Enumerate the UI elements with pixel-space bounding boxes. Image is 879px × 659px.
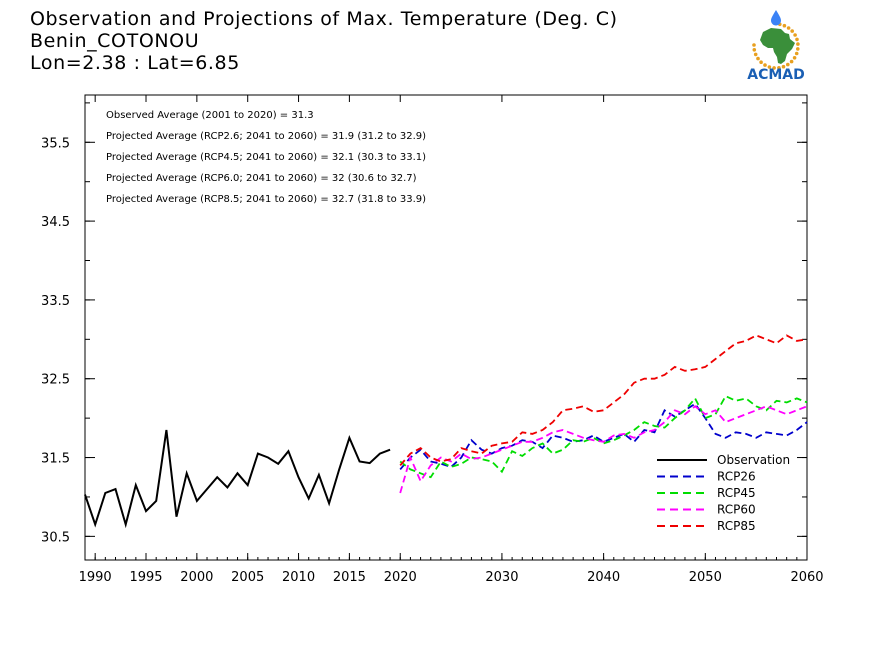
legend-label-rcp60: RCP60 [717,503,756,517]
x-tick-label: 2010 [282,570,315,585]
legend: Observation RCP26 RCP45 RCP60 RCP85 [657,453,790,533]
acmad-logo: ACMAD [747,10,805,83]
y-tick-label: 31.5 [41,452,70,467]
annotation-block: Observed Average (2001 to 2020) = 31.3 Pr… [106,110,426,205]
legend-label-observation: Observation [717,453,790,467]
y-tick-label: 30.5 [41,530,70,545]
annotation-line: Projected Average (RCP4.5; 2041 to 2060)… [106,152,426,163]
x-tick-label: 1995 [129,570,162,585]
x-tick-label: 2000 [180,570,213,585]
axis-ticks: 1990 1995 2000 2005 2010 2015 2020 2030 2040 2050… [41,95,824,585]
series-layer [84,334,808,529]
y-tick-label: 35.5 [41,136,70,151]
station-name: Benin_COTONOU [30,30,200,52]
x-tick-label: 2030 [485,570,518,585]
chart-title-block: Observation and Projections of Max. Temp… [30,8,618,74]
legend-label-rcp85: RCP85 [717,519,756,533]
x-tick-label: 2050 [689,570,722,585]
chart-title: Observation and Projections of Max. Temp… [30,8,618,30]
y-tick-label: 32.5 [41,373,70,388]
series-line-rcp45 [399,394,808,479]
annotation-line: Observed Average (2001 to 2020) = 31.3 [106,110,314,121]
x-tick-label: 2060 [790,570,823,585]
annotation-line: Projected Average (RCP6.0; 2041 to 2060)… [106,173,417,184]
series-line-rcp60 [399,405,808,494]
plot-frame [84,94,808,561]
x-tick-label: 2015 [333,570,366,585]
station-coordinates: Lon=2.38 : Lat=6.85 [30,52,240,74]
legend-label-rcp45: RCP45 [717,486,756,500]
logo-text: ACMAD [747,67,805,83]
logo-drop-icon [771,10,781,26]
x-tick-label: 2005 [231,570,264,585]
x-tick-label: 2040 [587,570,620,585]
series-line-rcp85 [399,334,808,466]
logo-africa-icon [760,28,795,64]
y-tick-label: 33.5 [41,294,70,309]
x-tick-label: 1990 [79,570,112,585]
x-tick-label: 2020 [384,570,417,585]
series-line-rcp26 [399,402,808,470]
series-line-observation [84,429,391,529]
annotation-line: Projected Average (RCP2.6; 2041 to 2060)… [106,131,426,142]
y-tick-label: 34.5 [41,215,70,230]
legend-label-rcp26: RCP26 [717,470,756,484]
annotation-line: Projected Average (RCP8.5; 2041 to 2060)… [106,194,426,205]
logo-ring-icon [752,22,800,70]
